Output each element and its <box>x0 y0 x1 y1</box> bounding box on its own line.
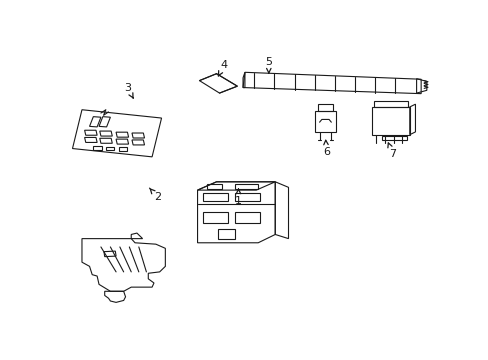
Text: 7: 7 <box>387 143 395 159</box>
Text: 2: 2 <box>149 188 161 202</box>
Text: 3: 3 <box>123 82 133 98</box>
Text: 6: 6 <box>322 140 329 157</box>
Text: 1: 1 <box>235 189 242 206</box>
Text: 4: 4 <box>218 60 227 76</box>
Text: 5: 5 <box>265 57 272 73</box>
